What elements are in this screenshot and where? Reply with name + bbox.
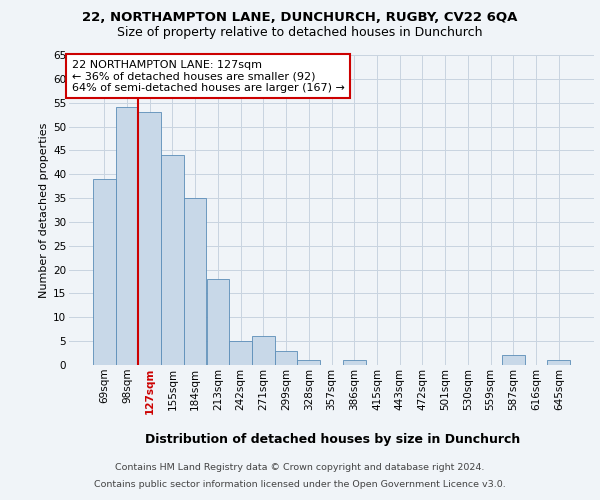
Bar bbox=[502, 356, 524, 365]
Bar bbox=[184, 198, 206, 365]
Text: 22 NORTHAMPTON LANE: 127sqm
← 36% of detached houses are smaller (92)
64% of sem: 22 NORTHAMPTON LANE: 127sqm ← 36% of det… bbox=[71, 60, 344, 93]
Bar bbox=[229, 341, 252, 365]
Bar bbox=[275, 350, 298, 365]
Text: Distribution of detached houses by size in Dunchurch: Distribution of detached houses by size … bbox=[145, 432, 521, 446]
Text: Contains public sector information licensed under the Open Government Licence v3: Contains public sector information licen… bbox=[94, 480, 506, 489]
Bar bbox=[298, 360, 320, 365]
Bar bbox=[252, 336, 275, 365]
Y-axis label: Number of detached properties: Number of detached properties bbox=[39, 122, 49, 298]
Bar bbox=[547, 360, 570, 365]
Bar bbox=[343, 360, 365, 365]
Bar bbox=[139, 112, 161, 365]
Bar bbox=[93, 179, 116, 365]
Bar bbox=[206, 279, 229, 365]
Bar bbox=[116, 108, 139, 365]
Text: Size of property relative to detached houses in Dunchurch: Size of property relative to detached ho… bbox=[117, 26, 483, 39]
Text: 22, NORTHAMPTON LANE, DUNCHURCH, RUGBY, CV22 6QA: 22, NORTHAMPTON LANE, DUNCHURCH, RUGBY, … bbox=[82, 11, 518, 24]
Text: Contains HM Land Registry data © Crown copyright and database right 2024.: Contains HM Land Registry data © Crown c… bbox=[115, 464, 485, 472]
Bar bbox=[161, 155, 184, 365]
